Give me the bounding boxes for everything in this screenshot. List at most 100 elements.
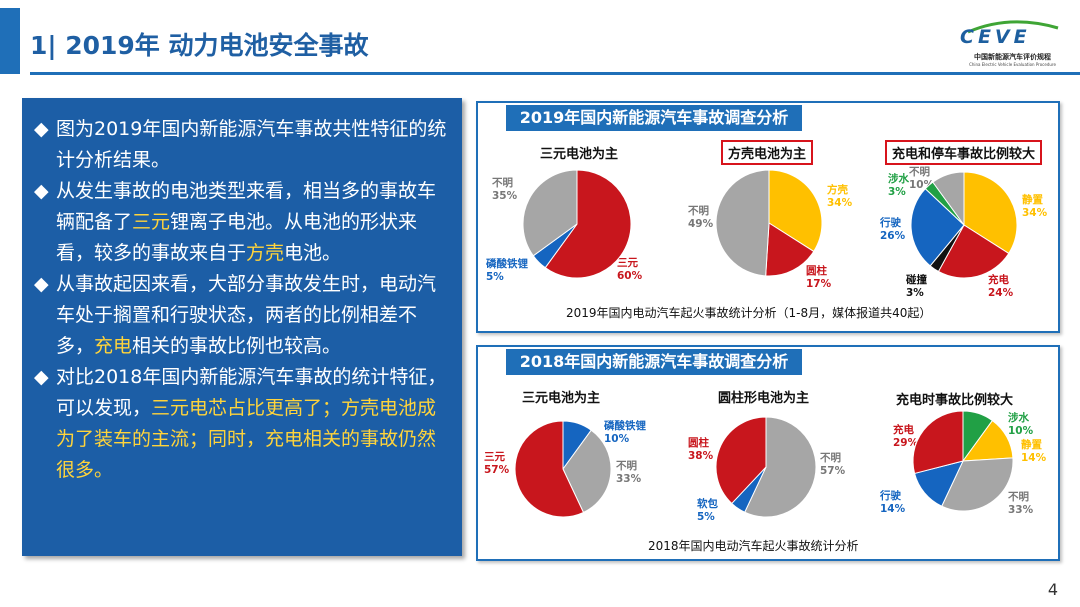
slice-label: 三元 60%: [617, 257, 642, 283]
slice-label: 磷酸铁锂 5%: [486, 258, 528, 284]
slice-label-name: 行驶: [880, 490, 901, 502]
pie-chart-3: [910, 171, 1018, 279]
bullet-text-segment: 图为2019年国内新能源汽车事故共性特征的统计分析结果。: [56, 118, 447, 171]
slice-label-value: 5%: [486, 271, 504, 283]
bullet-item: ◆ 图为2019年国内新能源汽车事故共性特征的统计分析结果。: [34, 114, 452, 176]
bullet-text: 图为2019年国内新能源汽车事故共性特征的统计分析结果。: [56, 114, 452, 176]
slice-label: 三元 57%: [484, 451, 509, 477]
slice-label-value: 49%: [688, 218, 714, 230]
title-accent-bar: [0, 8, 20, 74]
slice-label-name: 方壳: [827, 184, 848, 196]
slice-label: 静置 14%: [1021, 439, 1046, 465]
page-title: 1| 2019年 动力电池安全事故: [30, 31, 369, 60]
slice-label-value: 57%: [484, 464, 510, 476]
slice-label-name: 不明: [492, 177, 513, 189]
pie-slice-圆柱: [765, 222, 815, 277]
slice-label: 不明 35%: [492, 177, 517, 203]
bullet-text-segment: 从发生事故的电池类型来看，相当多的事故车辆配备了: [56, 180, 437, 233]
bullet-text: 从发生事故的电池类型来看，相当多的事故车辆配备了三元锂离子电池。从电池的形状来看…: [56, 176, 452, 269]
diamond-bullet-icon: ◆: [34, 366, 49, 388]
slice-label: 圆柱 17%: [806, 265, 831, 291]
slice-label-value: 34%: [827, 197, 853, 209]
slice-label: 涉水 3%: [888, 173, 909, 199]
slice-label-value: 26%: [880, 230, 906, 242]
panel-2018-footnote: 2018年国内电动汽车起火事故统计分析: [648, 539, 859, 553]
ceve-logo: CEVE 中国新能源汽车评价规程 China Electric Vehicle …: [950, 18, 1075, 70]
bullet-item: ◆ 从发生事故的电池类型来看，相当多的事故车辆配备了三元锂离子电池。从电池的形状来…: [34, 176, 452, 269]
chart1-title: 三元电池为主: [540, 147, 619, 162]
panel-2018-heading: 2018年国内新能源汽车事故调查分析: [506, 349, 802, 375]
pie-slice-不明: [522, 169, 578, 257]
highlighted-text: 充电: [94, 335, 133, 357]
pie-slice-圆柱: [715, 416, 767, 505]
slice-label-name: 不明: [909, 166, 930, 178]
slice-label-value: 29%: [893, 437, 919, 449]
pie-chart-5: [715, 416, 817, 518]
slice-label-name: 充电: [893, 424, 914, 436]
slice-label-name: 磷酸铁锂: [486, 258, 528, 270]
highlighted-text: 三元: [132, 211, 171, 233]
chart3-title: 充电和停车事故比例较大: [885, 140, 1043, 165]
highlighted-text: 方壳: [246, 242, 285, 264]
slice-label-name: 静置: [1022, 194, 1043, 206]
slice-label-value: 5%: [697, 511, 715, 523]
logo-wordmark: CEVE: [960, 26, 1031, 48]
diamond-bullet-icon: ◆: [34, 180, 49, 202]
bullet-item: ◆ 从事故起因来看，大部分事故发生时，电动汽车处于搁置和行驶状态，两者的比例相差不…: [34, 269, 452, 362]
slice-label-value: 10%: [604, 433, 630, 445]
slice-label: 不明 57%: [820, 452, 845, 478]
logo-swoosh-icon: [967, 20, 1059, 34]
slice-label: 碰撞 3%: [906, 274, 927, 300]
bullet-text-segment: 电池。: [284, 242, 342, 264]
pie-slice-充电: [912, 410, 964, 475]
slice-label-name: 行驶: [880, 217, 901, 229]
slice-label-value: 34%: [1022, 207, 1048, 219]
pie-slice-不明: [744, 416, 817, 518]
bullet-text-segment: 从事故起因来看，大部分事故发生时，电动汽车处于搁置和行驶状态，两者的比例相差不多…: [56, 273, 437, 357]
slice-label-name: 圆柱: [806, 265, 827, 277]
slice-label-value: 57%: [820, 465, 846, 477]
pie-slice-三元: [514, 420, 585, 518]
bullet-item: ◆ 对比2018年国内新能源汽车事故的统计特征，可以发现，三元电芯占比更高了；方壳…: [34, 362, 452, 486]
slice-label-value: 60%: [617, 270, 643, 282]
panel-2019-heading: 2019年国内新能源汽车事故调查分析: [506, 105, 802, 131]
panel-2019-footnote: 2019年国内电动汽车起火事故统计分析（1-8月，媒体报道共40起）: [566, 306, 932, 320]
slice-label: 充电 24%: [988, 274, 1013, 300]
chart6-title: 充电时事故比例较大: [896, 393, 1014, 408]
slice-label-name: 三元: [484, 451, 505, 463]
slice-label-value: 33%: [616, 473, 642, 485]
slice-label: 充电 29%: [893, 424, 918, 450]
slice-label-name: 不明: [1008, 491, 1029, 503]
slice-label-name: 涉水: [888, 173, 909, 185]
slice-label: 涉水 10%: [1008, 412, 1033, 438]
diamond-bullet-icon: ◆: [34, 118, 49, 140]
diamond-bullet-icon: ◆: [34, 273, 49, 295]
summary-panel: ◆ 图为2019年国内新能源汽车事故共性特征的统计分析结果。 ◆ 从发生事故的电池类型…: [22, 98, 462, 556]
slice-label-value: 10%: [1008, 425, 1034, 437]
bullet-text-segment: 锂离子电池。从电池的形状来看，较多的事故来自于: [56, 211, 418, 264]
title-divider: [30, 72, 1080, 75]
pie-slice-不明: [562, 429, 612, 514]
slice-label-name: 碰撞: [906, 274, 927, 286]
slice-label-name: 充电: [988, 274, 1009, 286]
pie-slice-三元: [544, 169, 632, 279]
pie-slice-不明: [941, 457, 1014, 512]
pie-chart-2: [715, 169, 823, 277]
slice-label-value: 17%: [806, 278, 832, 290]
slice-label-name: 不明: [820, 452, 841, 464]
slice-label-name: 圆柱: [688, 437, 709, 449]
slice-label: 软包 5%: [697, 498, 718, 524]
slice-label: 不明 49%: [688, 205, 713, 231]
pie-slice-充电: [937, 224, 1010, 279]
bullet-text-segment: 对比2018年国内新能源汽车事故的统计特征，可以发现，: [56, 366, 447, 419]
chart2-title: 方壳电池为主: [721, 140, 814, 165]
slice-label: 方壳 34%: [827, 184, 852, 210]
summary-bullets: ◆ 图为2019年国内新能源汽车事故共性特征的统计分析结果。 ◆ 从发生事故的电池类型…: [34, 114, 452, 486]
chart4-title: 三元电池为主: [522, 391, 601, 406]
slice-label-value: 33%: [1008, 504, 1034, 516]
logo-en-text: China Electric Vehicle Evaluation Proced…: [969, 62, 1056, 67]
pie-slice-行驶: [910, 188, 965, 267]
slice-label: 行驶 26%: [880, 217, 905, 243]
highlighted-text: 三元电芯占比更高了；方壳电池成为了装车的主流；同时，充电相关的事故仍然很多。: [56, 397, 437, 481]
slice-label-name: 三元: [617, 257, 638, 269]
